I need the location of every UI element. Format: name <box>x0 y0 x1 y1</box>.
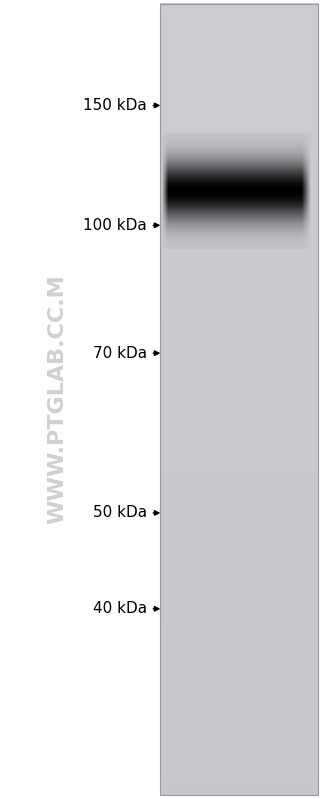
Bar <box>160 4 318 795</box>
Text: 100 kDa: 100 kDa <box>84 218 147 233</box>
Text: 150 kDa: 150 kDa <box>84 98 147 113</box>
Text: WWW.PTGLAB.CC.M: WWW.PTGLAB.CC.M <box>48 275 68 524</box>
Text: 40 kDa: 40 kDa <box>93 602 147 616</box>
Text: 50 kDa: 50 kDa <box>93 506 147 520</box>
Text: 70 kDa: 70 kDa <box>93 346 147 360</box>
